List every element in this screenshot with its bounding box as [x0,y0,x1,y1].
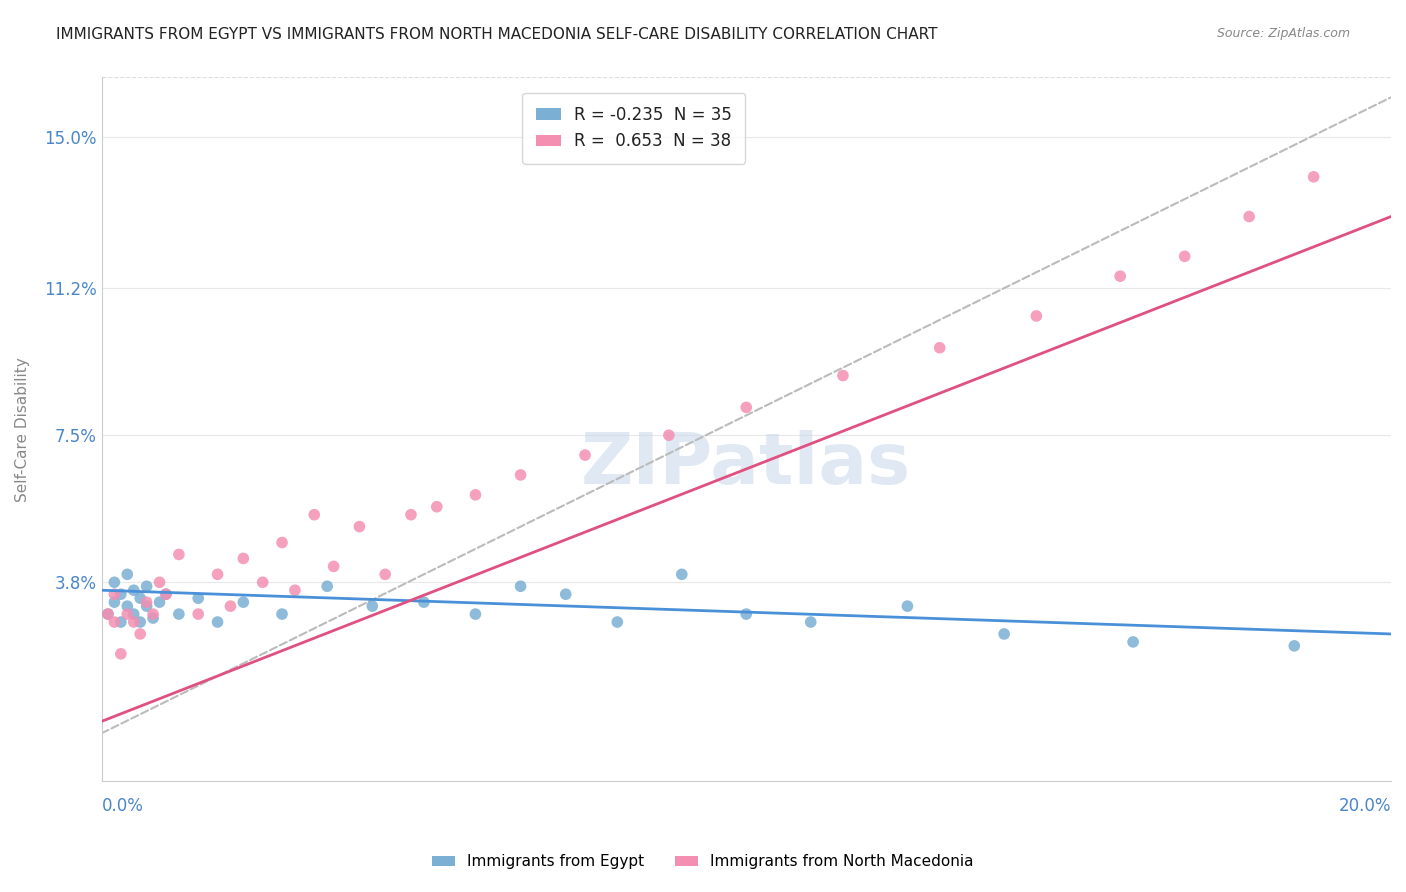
Point [271,607,294,621]
Point [148,575,170,590]
Point [155,587,177,601]
Text: IMMIGRANTS FROM EGYPT VS IMMIGRANTS FROM NORTH MACEDONIA SELF-CARE DISABILITY CO: IMMIGRANTS FROM EGYPT VS IMMIGRANTS FROM… [56,27,938,42]
Point [464,488,486,502]
Point [322,559,344,574]
Point [1109,269,1132,284]
Point [735,401,758,415]
Point [129,591,152,606]
Point [122,583,145,598]
Point [304,508,326,522]
Point [142,607,165,621]
Point [232,551,254,566]
Point [1174,249,1197,263]
Point [735,607,758,621]
Point [207,567,229,582]
Text: 0.0%: 0.0% [101,797,143,815]
Point [219,599,242,614]
Point [349,519,371,533]
Point [122,607,145,621]
Point [135,579,157,593]
Point [110,587,132,601]
Point [117,567,139,582]
Point [103,595,125,609]
Point [509,467,531,482]
Y-axis label: Self-Care Disability: Self-Care Disability [15,357,30,501]
Text: Source: ZipAtlas.com: Source: ZipAtlas.com [1216,27,1350,40]
Point [110,647,132,661]
Point [399,508,422,522]
Point [129,627,152,641]
Point [1122,635,1144,649]
Point [117,607,139,621]
Point [284,583,307,598]
Point [1025,309,1047,323]
Point [135,599,157,614]
Point [103,575,125,590]
Point [103,587,125,601]
Point [129,615,152,629]
Text: ZIPatlas: ZIPatlas [581,430,911,499]
Point [554,587,576,601]
Point [232,595,254,609]
Point [658,428,681,442]
Point [464,607,486,621]
Point [252,575,274,590]
Point [187,591,209,606]
Point [187,607,209,621]
Point [671,567,693,582]
Point [117,599,139,614]
Point [832,368,855,383]
Point [1302,169,1324,184]
Legend: R = -0.235  N = 35, R =  0.653  N = 38: R = -0.235 N = 35, R = 0.653 N = 38 [523,93,745,164]
Point [574,448,596,462]
Point [135,595,157,609]
Point [155,587,177,601]
Point [426,500,449,514]
Point [271,535,294,549]
Point [509,579,531,593]
Point [606,615,628,629]
Point [97,607,120,621]
Point [97,607,120,621]
Point [361,599,384,614]
Point [103,615,125,629]
Text: 20.0%: 20.0% [1339,797,1391,815]
Point [207,615,229,629]
Point [993,627,1015,641]
Point [896,599,918,614]
Point [374,567,396,582]
Point [167,607,190,621]
Point [142,611,165,625]
Point [167,548,190,562]
Point [110,615,132,629]
Point [122,615,145,629]
Legend: Immigrants from Egypt, Immigrants from North Macedonia: Immigrants from Egypt, Immigrants from N… [426,848,980,875]
Point [1237,210,1260,224]
Point [928,341,950,355]
Point [316,579,339,593]
Point [1284,639,1306,653]
Point [148,595,170,609]
Point [412,595,434,609]
Point [800,615,823,629]
